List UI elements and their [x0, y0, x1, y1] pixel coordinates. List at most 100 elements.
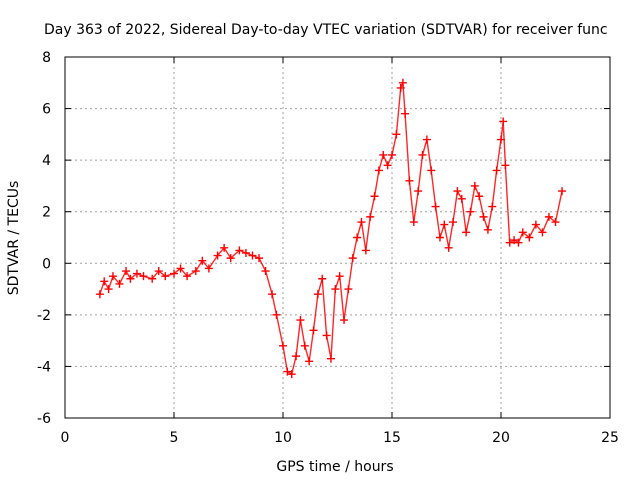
data-point [422, 135, 431, 144]
data-point [510, 236, 519, 245]
data-point [488, 202, 497, 211]
data-point [514, 238, 523, 247]
data-point [435, 233, 444, 242]
data-point [335, 272, 344, 281]
data-point [497, 135, 505, 144]
data-point [453, 187, 462, 196]
data-point [344, 285, 353, 294]
data-point [499, 117, 508, 126]
data-point [170, 269, 178, 278]
data-point [357, 218, 366, 227]
data-point [272, 310, 281, 319]
y-tick-label: -2 [37, 308, 51, 324]
y-tick-label: 0 [42, 256, 51, 272]
data-point [226, 254, 235, 263]
data-point [409, 218, 418, 227]
data-point [309, 326, 318, 335]
data-point [505, 238, 514, 247]
data-point [154, 267, 163, 276]
data-point [558, 187, 567, 196]
data-point [444, 243, 453, 252]
chart-title: Day 363 of 2022, Sidereal Day-to-day VTE… [44, 22, 608, 38]
data-point [95, 290, 104, 299]
x-tick-label: 15 [383, 430, 401, 446]
data-point [551, 218, 560, 227]
data-point [398, 78, 407, 87]
data-point [479, 212, 488, 221]
data-point [132, 269, 141, 278]
data-point [427, 166, 436, 175]
data-point [388, 150, 396, 159]
x-tick-label: 20 [492, 430, 510, 446]
data-point [261, 267, 270, 276]
data-point [287, 370, 296, 379]
data-point [392, 130, 401, 139]
data-point [100, 277, 109, 286]
data-point [449, 218, 458, 227]
y-axis-label: SDTVAR / TECUs [6, 181, 22, 296]
data-point [305, 357, 314, 366]
data-point [379, 150, 388, 159]
data-point [401, 109, 410, 118]
data-point [538, 228, 547, 237]
data-point [220, 243, 229, 252]
grid-layer [65, 57, 610, 418]
data-point [462, 228, 471, 237]
tick-layer: 0 5 10 15 20 25 -6 -4 -2 0 2 4 6 8 [37, 50, 619, 446]
data-point [322, 331, 331, 340]
data-point [340, 316, 349, 325]
data-point [126, 274, 135, 283]
data-point [255, 254, 264, 263]
data-layer [95, 78, 567, 379]
data-point [492, 166, 501, 175]
data-point [470, 181, 479, 190]
x-axis-label: GPS time / hours [276, 459, 393, 475]
data-point [313, 290, 322, 299]
data-point [396, 83, 405, 92]
data-point [176, 264, 185, 273]
data-point [525, 233, 534, 242]
data-point [204, 264, 213, 273]
y-tick-label: 6 [42, 102, 51, 118]
y-tick-label: 8 [42, 50, 51, 66]
data-point [531, 220, 540, 229]
data-point [198, 256, 207, 265]
data-point [431, 202, 440, 211]
data-point [370, 192, 379, 201]
x-tick-label: 5 [170, 430, 179, 446]
data-point [353, 233, 362, 242]
y-tick-label: -6 [37, 411, 51, 427]
data-point [544, 212, 553, 221]
data-point [414, 187, 423, 196]
data-point [475, 192, 484, 201]
y-tick-label: 4 [42, 153, 51, 169]
data-point [518, 228, 527, 237]
data-point [283, 367, 292, 376]
data-point [108, 272, 117, 281]
data-point [268, 290, 277, 299]
x-tick-label: 10 [274, 430, 292, 446]
data-point [374, 166, 383, 175]
data-point [115, 279, 124, 288]
data-point [235, 246, 244, 255]
data-point [191, 267, 200, 276]
data-point [248, 251, 257, 260]
data-point [148, 274, 157, 283]
data-point [183, 272, 192, 281]
data-point [139, 272, 148, 281]
data-point [383, 161, 392, 170]
data-point [361, 246, 370, 255]
data-point [292, 352, 301, 361]
data-point [300, 341, 309, 350]
data-point [296, 316, 305, 325]
y-tick-label: -4 [37, 359, 51, 375]
data-point [348, 254, 357, 263]
data-point [104, 285, 113, 294]
data-point [279, 341, 287, 350]
data-point [318, 274, 327, 283]
data-point [483, 225, 492, 234]
y-tick-label: 2 [42, 205, 51, 221]
data-point [161, 272, 170, 281]
data-point [331, 285, 340, 294]
